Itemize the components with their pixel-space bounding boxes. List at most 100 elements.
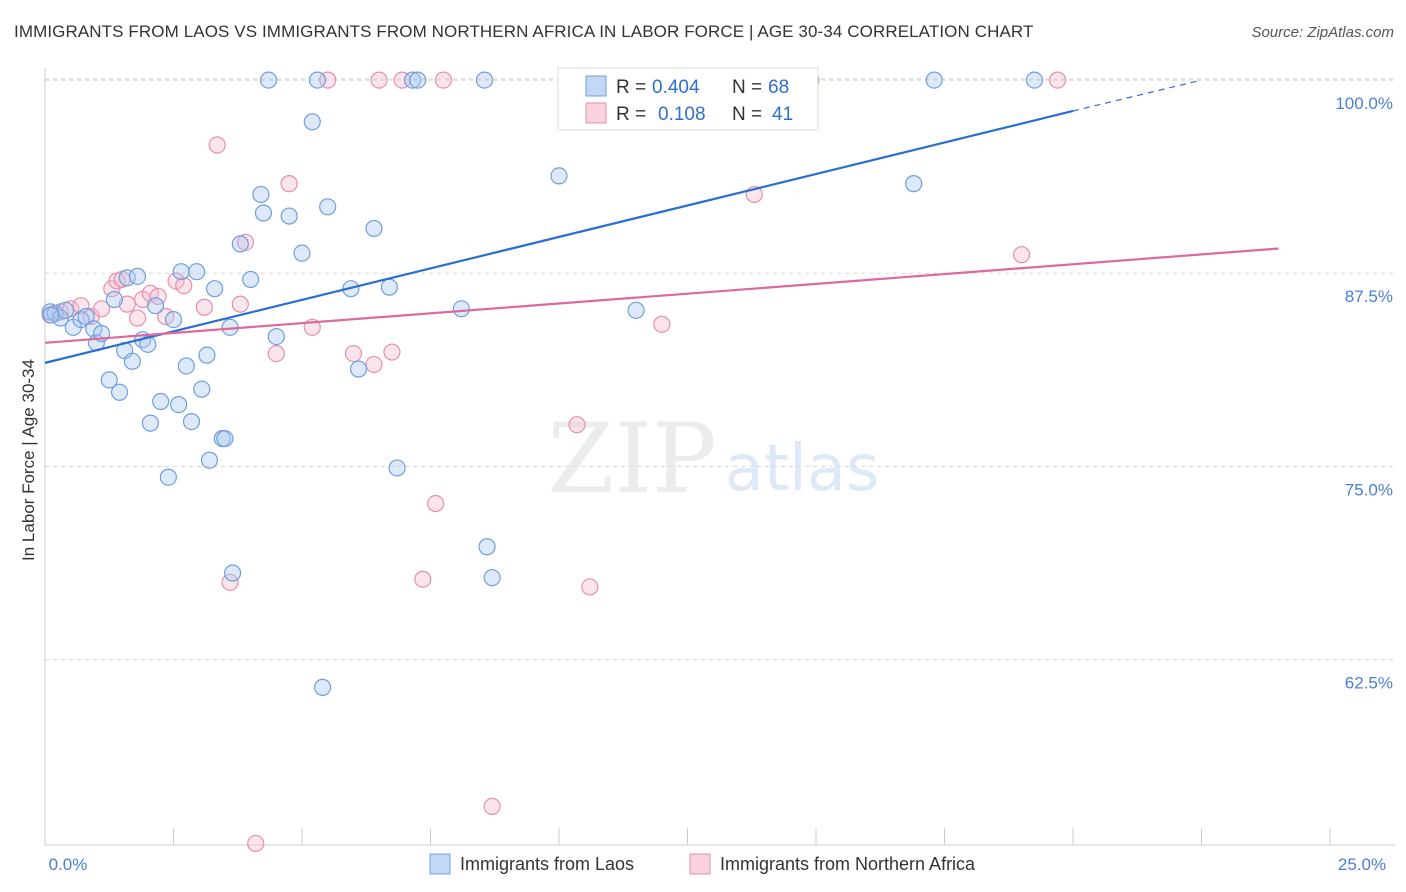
laos-point xyxy=(170,395,188,414)
laos-point xyxy=(380,278,398,296)
legend-n-label-laos: N = xyxy=(732,77,762,98)
laos-point xyxy=(627,301,645,319)
laos-point xyxy=(123,352,141,370)
northern-africa-point xyxy=(247,834,265,853)
northern-africa-point xyxy=(1012,246,1031,264)
northern-africa-point xyxy=(128,309,147,327)
y-tick-label: 100.0% xyxy=(1335,94,1393,113)
legend-r-label-laos: R = xyxy=(616,77,646,98)
laos-point xyxy=(224,564,242,582)
northern-africa-point xyxy=(267,345,285,363)
laos-point xyxy=(1025,71,1044,89)
x-tick-label-min: 0.0% xyxy=(49,855,88,874)
axis-layer xyxy=(44,68,1395,846)
northern-africa-point xyxy=(208,136,226,154)
northern-africa-point xyxy=(344,345,362,363)
laos-point xyxy=(483,569,501,587)
laos-trend-line xyxy=(44,109,1074,364)
northern-africa-point xyxy=(434,71,452,89)
laos-point xyxy=(365,219,383,238)
laos-point xyxy=(475,71,494,89)
laos-point xyxy=(77,307,95,326)
laos-point xyxy=(164,311,183,329)
laos-point xyxy=(139,335,157,353)
legend-swatch-laos xyxy=(585,75,607,97)
northern-africa-point xyxy=(383,343,401,361)
laos-point xyxy=(319,198,337,216)
legend-swatch-northern-africa xyxy=(585,102,607,124)
bottom-legend-swatch-northern-africa xyxy=(689,853,711,875)
laos-point xyxy=(177,357,195,375)
northern-africa-point xyxy=(92,300,111,318)
laos-point xyxy=(105,290,123,309)
laos-point xyxy=(259,71,278,89)
y-tick-label: 62.5% xyxy=(1345,674,1393,693)
laos-point xyxy=(478,538,496,556)
laos-points xyxy=(41,71,1044,696)
northern-africa-points xyxy=(41,71,1067,853)
laos-point xyxy=(152,392,170,411)
x-tick-label-max: 25.0% xyxy=(1338,855,1386,874)
northern-africa-point xyxy=(365,355,383,374)
legend-n-value-laos: 68 xyxy=(768,77,789,98)
laos-point xyxy=(303,113,321,131)
northern-africa-point xyxy=(568,416,586,434)
laos-point xyxy=(198,346,216,364)
laos-trend-extension xyxy=(1072,79,1202,112)
northern-africa-point xyxy=(483,797,501,815)
laos-point xyxy=(388,459,406,477)
y-tick-label: 75.0% xyxy=(1345,480,1393,499)
y-axis-label: In Labor Force | Age 30-34 xyxy=(19,359,38,561)
northern-africa-point xyxy=(175,277,193,295)
legend-r-label-northern-africa: R = xyxy=(616,104,646,125)
laos-point xyxy=(254,204,273,222)
northern-africa-point xyxy=(581,578,599,596)
laos-point xyxy=(452,300,470,318)
bottom-legend-label-northern-africa: Immigrants from Northern Africa xyxy=(720,854,976,874)
laos-point xyxy=(216,429,234,448)
legend-r-value-laos: 0.404 xyxy=(652,77,700,98)
bottom-legend-label-laos: Immigrants from Laos xyxy=(460,854,634,874)
northern-africa-point xyxy=(1048,71,1067,89)
laos-point xyxy=(100,371,118,389)
grid-layer: 62.5% 75.0% 87.5% 100.0% xyxy=(45,78,1395,693)
laos-point xyxy=(42,306,60,324)
northern-africa-point xyxy=(370,71,388,89)
laos-point xyxy=(905,175,923,193)
laos-point xyxy=(293,244,311,262)
laos-point xyxy=(252,185,270,204)
legend-n-value-northern-africa: 41 xyxy=(772,104,793,125)
laos-point xyxy=(308,71,327,89)
laos-point xyxy=(200,451,219,469)
northern-africa-point xyxy=(118,295,136,313)
legend-n-label-northern-africa: N = xyxy=(732,104,762,125)
northern-africa-point xyxy=(72,297,90,315)
northern-africa-point xyxy=(231,295,249,313)
laos-point xyxy=(231,235,249,253)
y-tick-label: 87.5% xyxy=(1345,287,1393,306)
series-legend: Immigrants from Laos Immigrants from Nor… xyxy=(429,853,976,875)
northern-africa-point xyxy=(280,175,298,193)
laos-point xyxy=(242,270,260,289)
northern-africa-point xyxy=(195,298,213,316)
northern-africa-point xyxy=(653,315,671,333)
laos-point xyxy=(188,263,206,281)
laos-point xyxy=(56,301,75,319)
correlation-legend: R = 0.404 N = 68 R = 0.108 N = 41 xyxy=(557,67,819,131)
laos-point xyxy=(550,167,568,185)
northern-africa-point xyxy=(427,494,445,513)
northern-africa-point xyxy=(414,570,432,588)
laos-point xyxy=(128,267,147,285)
laos-point xyxy=(72,311,90,329)
laos-point xyxy=(280,207,298,225)
laos-point xyxy=(349,360,368,378)
laos-point xyxy=(159,468,177,486)
chart-title: IMMIGRANTS FROM LAOS VS IMMIGRANTS FROM … xyxy=(14,22,1034,41)
trend-lines xyxy=(44,79,1279,364)
laos-point xyxy=(409,71,427,89)
laos-point xyxy=(403,71,422,89)
laos-point xyxy=(193,380,211,398)
watermark-zip: ZIP xyxy=(547,403,716,515)
laos-point xyxy=(182,412,201,431)
